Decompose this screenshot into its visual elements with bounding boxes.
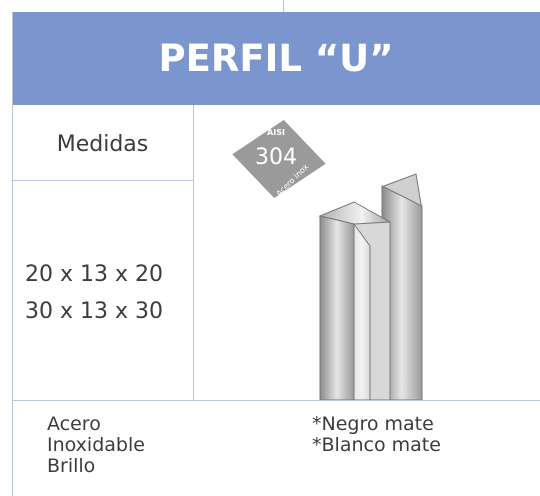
material: Acero (47, 413, 101, 435)
material: Inoxidable (47, 434, 145, 456)
header-band (12, 12, 540, 105)
profile-inner (353, 221, 391, 400)
border (12, 12, 13, 496)
material: Brillo (47, 455, 96, 477)
title: PERFIL “U” (158, 37, 394, 80)
border (12, 400, 540, 401)
size: 30 x 13 x 30 (25, 299, 163, 324)
finish: *Blanco mate (312, 434, 441, 456)
badge-number: 304 (255, 145, 297, 170)
badge (227, 116, 331, 202)
border (12, 180, 193, 181)
size: 20 x 13 x 20 (25, 262, 163, 287)
finish: *Negro mate (312, 413, 434, 435)
badge-top: AISI (267, 128, 285, 137)
label: Medidas (56, 132, 149, 157)
profile-flange (319, 215, 355, 400)
border (193, 105, 194, 400)
product-image: AISI 304 Acero inox (227, 116, 423, 400)
border (283, 0, 284, 12)
